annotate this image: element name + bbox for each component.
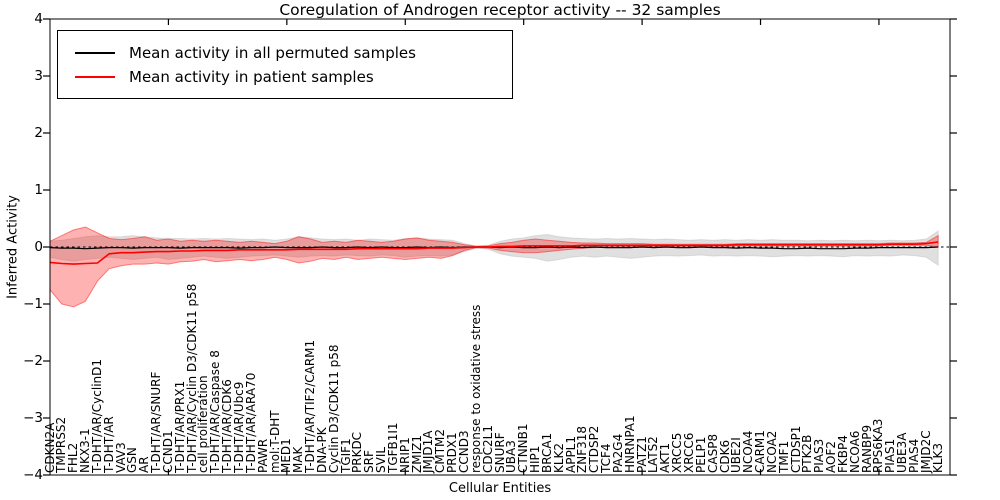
y-tick-label: −4 <box>23 467 43 483</box>
y-tick-label: 1 <box>34 182 43 198</box>
x-category-label: CASP8 <box>705 433 720 473</box>
y-tick-label: −1 <box>23 296 43 312</box>
permuted-line-sample <box>75 51 115 54</box>
permuted-std-band <box>49 230 939 267</box>
legend-label-patient: Mean activity in patient samples <box>129 67 374 86</box>
x-category-label: KLK3 <box>930 442 945 473</box>
y-tick-label: −3 <box>23 410 43 426</box>
chart-title: Coregulation of Androgen receptor activi… <box>279 1 721 19</box>
y-tick-label: 0 <box>34 239 43 255</box>
legend-label-permuted: Mean activity in all permuted samples <box>129 43 416 62</box>
y-tick-label: 4 <box>34 11 43 27</box>
y-tick-label: 2 <box>34 125 43 141</box>
y-tick-label: −2 <box>23 353 43 369</box>
patient-mean-line <box>49 241 939 265</box>
x-category-label: CDC2L1 <box>480 425 495 473</box>
x-category-label: PAWR <box>255 438 270 473</box>
x-axis-label: Cellular Entities <box>448 481 552 496</box>
legend-item-permuted: Mean activity in all permuted samples <box>58 44 512 62</box>
y-tick-label: 3 <box>34 68 43 84</box>
legend-item-patient: Mean activity in patient samples <box>58 68 512 86</box>
patient-line-sample <box>75 75 115 78</box>
legend: Mean activity in all permuted samples Me… <box>57 30 513 99</box>
